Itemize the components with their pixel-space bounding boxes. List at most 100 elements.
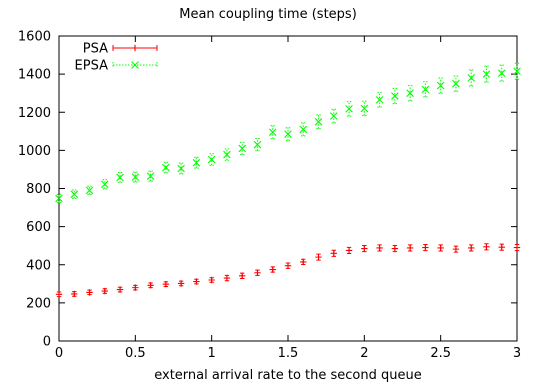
- data-point: [162, 163, 170, 172]
- x-tick-label: 3: [513, 346, 521, 361]
- legend: PSA EPSA: [75, 42, 158, 74]
- data-point: [452, 245, 460, 253]
- y-tick-label: 200: [26, 296, 51, 311]
- data-point: [422, 244, 429, 251]
- data-point: [55, 291, 63, 298]
- error-bar: [514, 62, 520, 80]
- data-point: [101, 287, 108, 295]
- data-point: [192, 158, 201, 167]
- x-tick-label: 2.5: [430, 346, 451, 361]
- data-point: [376, 244, 383, 252]
- x-axis: 0 0.5 1 1.5 2 2.5 3: [55, 36, 521, 361]
- data-point: [208, 276, 215, 284]
- y-tick-label: 1000: [18, 144, 51, 159]
- y-tick-label: 600: [26, 220, 51, 235]
- error-bar: [469, 69, 474, 87]
- data-point: [162, 280, 170, 288]
- x-tick-label: 1: [208, 346, 216, 361]
- data-point: [147, 282, 154, 289]
- data-point: [406, 89, 414, 97]
- y-tick-label: 1200: [18, 106, 51, 121]
- error-bar: [499, 64, 504, 82]
- data-point: [483, 243, 490, 251]
- plot-frame: [58, 35, 518, 342]
- data-point: [361, 245, 368, 252]
- data-point: [482, 70, 491, 78]
- data-point: [71, 290, 78, 298]
- error-bar: [102, 179, 107, 190]
- x-tick-label: 0: [55, 346, 63, 361]
- data-point: [85, 186, 94, 195]
- error-bar: [224, 148, 230, 161]
- data-point: [468, 244, 475, 252]
- data-point: [116, 173, 124, 182]
- data-point: [467, 74, 475, 82]
- data-point: [498, 244, 505, 251]
- x-tick-label: 0.5: [125, 346, 146, 361]
- data-point: [269, 266, 276, 273]
- data-point: [300, 258, 307, 266]
- data-point: [513, 244, 521, 251]
- data-point: [193, 278, 200, 285]
- error-bar: [438, 77, 443, 94]
- data-point: [436, 81, 445, 90]
- data-point: [177, 164, 185, 173]
- data-point: [146, 172, 155, 180]
- data-point: [345, 247, 353, 254]
- legend-marker-psa: [131, 44, 139, 52]
- series-epsa: [55, 62, 521, 204]
- legend-label-psa: PSA: [83, 42, 108, 57]
- series-psa: [55, 243, 521, 298]
- data-point: [239, 272, 246, 280]
- data-point: [437, 244, 444, 252]
- data-point: [70, 190, 79, 199]
- data-point: [406, 244, 414, 252]
- data-point: [207, 155, 216, 164]
- data-point: [497, 69, 506, 77]
- x-axis-label: external arrival rate to the second queu…: [154, 368, 421, 383]
- data-point: [223, 150, 231, 159]
- data-point: [391, 92, 399, 100]
- legend-marker-epsa: [131, 61, 139, 69]
- y-tick-label: 0: [43, 335, 51, 350]
- data-point: [314, 117, 323, 126]
- error-bar: [453, 75, 459, 92]
- error-bar: [484, 65, 489, 83]
- data-point: [330, 250, 337, 257]
- data-point: [375, 96, 384, 104]
- error-bar: [133, 171, 138, 183]
- data-point: [421, 85, 430, 94]
- error-bar: [117, 171, 123, 183]
- legend-label-epsa: EPSA: [75, 59, 109, 74]
- data-point: [360, 104, 369, 113]
- x-tick-label: 2: [360, 346, 368, 361]
- error-bar: [423, 81, 428, 98]
- y-tick-label: 1400: [18, 68, 51, 83]
- error-bar: [178, 162, 184, 175]
- data-point: [299, 125, 308, 134]
- x-tick-label: 1.5: [278, 346, 299, 361]
- series-layer: [55, 62, 521, 298]
- error-bar: [194, 156, 199, 169]
- data-point: [132, 284, 139, 291]
- chart-title: Mean coupling time (steps): [179, 7, 357, 22]
- y-tick-label: 1600: [18, 30, 51, 45]
- data-point: [55, 194, 63, 203]
- data-point: [452, 79, 460, 88]
- error-bar: [209, 153, 214, 166]
- error-bar: [148, 170, 153, 182]
- data-point: [284, 130, 292, 138]
- data-point: [101, 180, 109, 189]
- data-point: [253, 140, 262, 149]
- data-point: [238, 144, 246, 153]
- data-point: [86, 289, 93, 296]
- error-bar: [407, 85, 413, 102]
- error-bar: [163, 161, 169, 174]
- data-point: [345, 105, 353, 113]
- data-point: [223, 274, 231, 282]
- data-point: [315, 253, 322, 261]
- data-point: [284, 262, 292, 269]
- y-axis: 0 200 400 600 800 1000 1200 1400 1600: [18, 30, 517, 350]
